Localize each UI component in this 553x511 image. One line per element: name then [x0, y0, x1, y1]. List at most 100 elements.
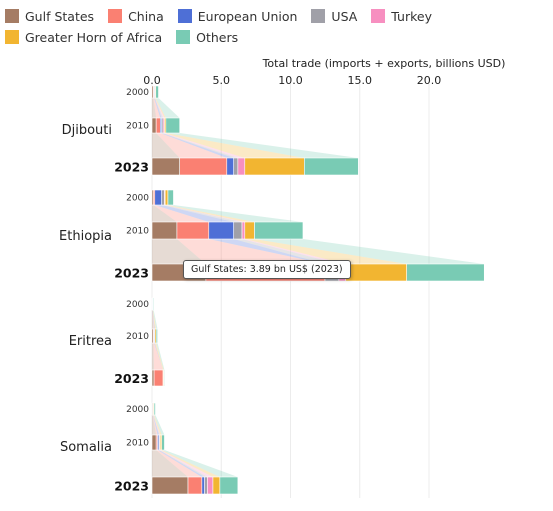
bar-segment-ethiopia-2010-gulf-states[interactable]	[151, 221, 178, 240]
flow-band-usa	[153, 415, 160, 435]
flow-band-others	[155, 98, 180, 118]
flow-band-greater-horn-of-africa	[165, 205, 255, 222]
bar-segment-djibouti-2010-gulf-states[interactable]	[151, 117, 157, 134]
legend-item-others[interactable]: Others	[176, 29, 238, 45]
flow-band-european-union	[152, 310, 155, 329]
bar-segment-djibouti-2023-greater-horn-of-africa[interactable]	[244, 157, 305, 176]
legend-swatch	[176, 30, 191, 44]
bar-segment-djibouti-2023-turkey[interactable]	[237, 157, 246, 176]
bar-segment-somalia-2023-turkey[interactable]	[207, 476, 214, 495]
legend-swatch	[311, 9, 326, 23]
bar-segment-ethiopia-2010-usa[interactable]	[233, 221, 243, 240]
flow-band-usa	[161, 205, 243, 222]
bar-segment-ethiopia-2023-others[interactable]	[406, 263, 485, 282]
year-label: 2010	[126, 122, 149, 132]
bar-segment-ethiopia-2000-usa[interactable]	[161, 189, 165, 206]
flow-band-european-union	[152, 415, 159, 435]
flow-band-turkey	[153, 415, 161, 435]
bar-segment-somalia-2023-greater-horn-of-africa[interactable]	[212, 476, 221, 495]
bar-segment-djibouti-2010-china[interactable]	[155, 117, 161, 134]
country-label-djibouti: Djibouti	[62, 123, 112, 138]
flow-band-greater-horn-of-africa	[244, 239, 407, 264]
bar-segment-eritrea-2023-gulf-states[interactable]	[151, 369, 155, 387]
flow-band-gulf-states	[152, 343, 155, 370]
bar-segment-ethiopia-2010-european-union[interactable]	[208, 221, 235, 240]
legend-item-gulf-states[interactable]: Gulf States	[5, 8, 94, 24]
bar-segment-eritrea-2023-china[interactable]	[153, 369, 164, 387]
flow-band-gulf-states	[152, 239, 206, 264]
bar-segment-djibouti-2023-gulf-states[interactable]	[151, 157, 181, 176]
bar-segment-ethiopia-2000-greater-horn-of-africa[interactable]	[164, 189, 169, 206]
legend-swatch	[371, 9, 386, 23]
x-tick-label: 20.0	[417, 74, 442, 87]
bar-segment-ethiopia-2010-china[interactable]	[176, 221, 210, 240]
year-label: 2023	[114, 371, 149, 386]
bar-segment-somalia-2023-usa[interactable]	[204, 476, 208, 495]
year-label: 2023	[114, 479, 149, 494]
legend-label: Greater Horn of Africa	[25, 29, 163, 45]
flow-band-usa	[233, 239, 339, 264]
country-label-eritrea: Eritrea	[69, 334, 112, 349]
bar-segment-somalia-2023-others[interactable]	[219, 476, 239, 495]
legend-label: European Union	[197, 8, 298, 24]
bar-segment-somalia-2023-china[interactable]	[187, 476, 203, 495]
x-tick-label: 0.0	[143, 74, 161, 87]
bar-segment-somalia-2010-others[interactable]	[161, 434, 165, 451]
bar-segment-somalia-2023-gulf-states[interactable]	[151, 476, 189, 495]
bar-segment-ethiopia-2000-european-union[interactable]	[154, 189, 162, 206]
legend-label: Turkey	[391, 8, 432, 24]
flow-band-greater-horn-of-africa	[152, 310, 157, 329]
flow-band-others	[165, 133, 359, 158]
legend-swatch	[177, 9, 192, 23]
bar-segment-djibouti-2023-others[interactable]	[304, 157, 359, 176]
flow-band-european-union	[154, 98, 162, 118]
flow-band-european-union	[154, 343, 164, 370]
bar-segment-ethiopia-2023-greater-horn-of-africa[interactable]	[345, 263, 408, 282]
bar-segment-djibouti-2023-usa[interactable]	[233, 157, 239, 176]
year-label: 2010	[126, 227, 149, 237]
bar-segment-djibouti-2000-others[interactable]	[155, 85, 159, 99]
bar-segment-ethiopia-2010-others[interactable]	[254, 221, 304, 240]
flow-band-usa	[154, 98, 164, 118]
flow-band-gulf-states	[152, 98, 157, 118]
bar-segment-somalia-2000-others[interactable]	[153, 402, 156, 416]
flow-band-china	[153, 98, 161, 118]
year-label: 2023	[114, 160, 149, 175]
flow-band-china	[153, 205, 209, 222]
legend: Gulf States China European Union USA Turkey G…	[5, 8, 553, 50]
year-label: 2000	[126, 300, 149, 310]
bar-segment-eritrea-2000-others[interactable]	[152, 297, 154, 311]
flow-band-european-union	[154, 205, 234, 222]
legend-item-usa[interactable]: USA	[311, 8, 357, 24]
bar-segment-somalia-2023-european-union[interactable]	[201, 476, 205, 495]
flow-band-others	[152, 310, 158, 329]
bar-segment-ethiopia-2010-turkey[interactable]	[241, 221, 246, 240]
flow-band-china	[153, 343, 164, 370]
year-label: 2010	[126, 439, 149, 449]
bar-segment-djibouti-2023-china[interactable]	[179, 157, 228, 176]
legend-item-turkey[interactable]: Turkey	[371, 8, 432, 24]
legend-label: Gulf States	[25, 8, 95, 24]
bar-segment-ethiopia-2000-others[interactable]	[167, 189, 174, 206]
bar-segment-djibouti-2010-others[interactable]	[165, 117, 181, 134]
flow-band-gulf-states	[152, 415, 157, 435]
flow-band-european-union	[157, 450, 205, 477]
legend-item-china[interactable]: China	[108, 8, 164, 24]
bar-segment-djibouti-2023-european-union[interactable]	[226, 157, 235, 176]
bar-segment-ethiopia-2010-greater-horn-of-africa[interactable]	[244, 221, 255, 240]
flow-band-greater-horn-of-africa	[160, 450, 220, 477]
flow-band-gulf-states	[152, 205, 177, 222]
year-label: 2000	[126, 405, 149, 415]
legend-item-european-union[interactable]: European Union	[177, 8, 298, 24]
bar-segment-somalia-2010-gulf-states[interactable]	[151, 434, 157, 451]
year-label: 2023	[114, 266, 149, 281]
legend-item-greater-horn-of-africa[interactable]: Greater Horn of Africa	[5, 29, 162, 45]
flow-band-others	[161, 450, 238, 477]
bar-segment-eritrea-2023-others[interactable]	[163, 369, 165, 387]
flow-band-greater-horn-of-africa	[155, 98, 166, 118]
flow-band-gulf-states	[152, 450, 189, 477]
flow-band-others	[154, 415, 165, 435]
flow-band-china	[156, 450, 202, 477]
flow-band-turkey	[163, 133, 245, 158]
bar-segment-eritrea-2010-others[interactable]	[155, 328, 158, 344]
